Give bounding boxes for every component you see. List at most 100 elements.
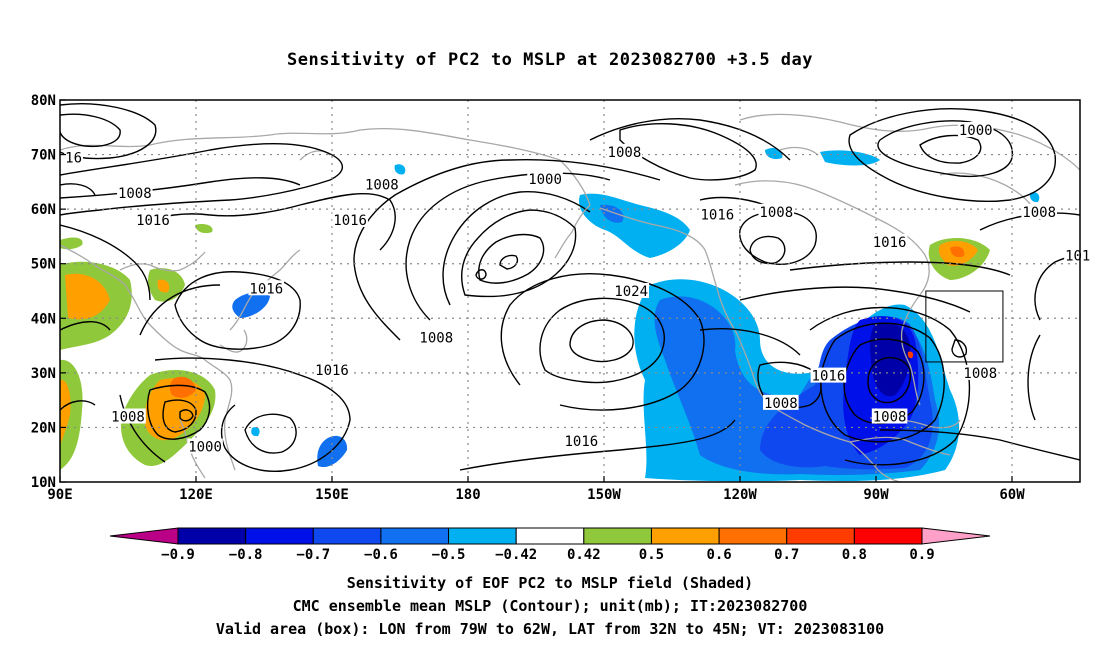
map-title: Sensitivity of PC2 to MSLP at 2023082700… bbox=[286, 50, 813, 70]
lon-label: 60W bbox=[999, 487, 1025, 503]
contour-label: 1024 bbox=[614, 284, 648, 300]
contour-labels: 16 1008 1016 1008 1016 1016 1016 1008 1000 1008 10… bbox=[64, 122, 1092, 456]
colorbar-end-low bbox=[109, 527, 179, 545]
contour-label: 1016 bbox=[873, 235, 907, 251]
colorbar-label: 0.8 bbox=[842, 547, 867, 563]
contour-label: 1008 bbox=[419, 330, 453, 346]
contour-label-bg bbox=[699, 206, 736, 222]
colorbar-label: 0.42 bbox=[567, 547, 601, 563]
contour-label-bg bbox=[187, 438, 223, 454]
lat-label: 80N bbox=[31, 93, 56, 109]
contour-label: 1008 bbox=[759, 205, 793, 221]
colorbar-swatch bbox=[380, 527, 450, 545]
contour-label-bg bbox=[314, 362, 350, 378]
lat-label: 10N bbox=[31, 475, 56, 491]
contour-label-bg bbox=[64, 149, 83, 165]
valid-area-box-group bbox=[925, 290, 1004, 363]
contour-label: 1008 bbox=[608, 145, 642, 161]
contour-label-bg bbox=[117, 184, 153, 200]
contour-label-bg bbox=[364, 176, 400, 192]
colorbar-swatch bbox=[448, 527, 517, 545]
contour-label-bg bbox=[613, 283, 649, 298]
contour-label: 1008 bbox=[963, 366, 997, 382]
colorbar-swatch bbox=[177, 527, 247, 545]
colorbar-label: 0.9 bbox=[909, 547, 934, 563]
contour-label-bg bbox=[527, 171, 563, 187]
colorbar-label: −0.8 bbox=[229, 547, 263, 563]
colorbar-label: 0.6 bbox=[706, 547, 731, 563]
colorbar-swatch bbox=[312, 527, 382, 545]
contour-label-bg bbox=[135, 212, 171, 228]
lat-label: 50N bbox=[31, 257, 56, 273]
contour-label: 1008 bbox=[873, 410, 907, 426]
contour-label: 1000 bbox=[188, 440, 222, 456]
lat-label: 30N bbox=[31, 366, 56, 382]
contour-label-bg bbox=[606, 143, 643, 159]
contour-label-bg bbox=[763, 394, 799, 410]
lat-label: 40N bbox=[31, 311, 56, 327]
contour-label: 1008 bbox=[111, 410, 145, 426]
caption-shading: Sensitivity of EOF PC2 to MSLP field (Sh… bbox=[346, 574, 754, 592]
colorbar-label: −0.5 bbox=[432, 547, 466, 563]
contour-label: 1016 bbox=[249, 281, 283, 297]
contour-label-bg bbox=[758, 203, 795, 219]
colorbar-swatch bbox=[853, 527, 923, 545]
colorbar-swatch bbox=[650, 527, 720, 545]
colorbar-swatch bbox=[718, 527, 788, 545]
contour-label: 101 bbox=[1065, 249, 1090, 265]
graticule bbox=[60, 100, 1080, 482]
lon-label: 90W bbox=[863, 487, 889, 503]
colorbar-label: −0.42 bbox=[495, 547, 537, 563]
contour-label: 1008 bbox=[1022, 205, 1056, 221]
lon-label: 120E bbox=[179, 487, 213, 503]
contour-label: 1016 bbox=[315, 363, 349, 379]
contour-label-bg bbox=[1064, 247, 1092, 263]
contour-label: 1008 bbox=[764, 396, 798, 412]
contour-label-bg bbox=[248, 280, 285, 296]
colorbar-swatch bbox=[515, 527, 585, 545]
colorbar-swatch bbox=[583, 527, 652, 545]
colorbar-swatch bbox=[245, 527, 314, 545]
lon-label: 150E bbox=[315, 487, 349, 503]
colorbar: −0.9 −0.8 −0.7 −0.6 −0.5 −0.42 0.42 0.5 0.6 0.7 0.… bbox=[109, 527, 991, 563]
contour-label-bg bbox=[563, 433, 600, 449]
colorbar-end-high bbox=[921, 527, 991, 545]
contour-label-bg bbox=[810, 367, 847, 383]
lat-label: 70N bbox=[31, 148, 56, 164]
contour-label: 1008 bbox=[365, 178, 399, 194]
lon-label: 180 bbox=[455, 487, 480, 503]
contour-label-bg bbox=[1021, 203, 1057, 219]
colorbar-label: −0.6 bbox=[364, 547, 398, 563]
contour-label: 1000 bbox=[959, 123, 993, 139]
contour-label-bg bbox=[871, 408, 908, 424]
colorbar-label: 0.7 bbox=[774, 547, 799, 563]
contour-label-bg bbox=[962, 364, 999, 380]
contour-label-bg bbox=[957, 122, 994, 138]
contour-label-bg bbox=[110, 408, 146, 424]
valid-area-box bbox=[925, 290, 1004, 363]
colorbar-label: 0.5 bbox=[639, 547, 664, 563]
mslp-contours bbox=[60, 103, 1080, 472]
lon-label: 120W bbox=[723, 487, 757, 503]
lon-label: 90E bbox=[47, 487, 72, 503]
lon-label: 150W bbox=[587, 487, 621, 503]
caption-valid-area: Valid area (box): LON from 79W to 62W, L… bbox=[215, 620, 885, 638]
colorbar-swatch bbox=[786, 527, 855, 545]
contour-label: 1016 bbox=[564, 434, 598, 450]
map-frame bbox=[59, 99, 1081, 483]
contour-label: 1016 bbox=[333, 213, 367, 229]
contour-label: 1000 bbox=[528, 172, 562, 188]
contour-label-bg bbox=[418, 329, 455, 345]
contour-label-bg bbox=[871, 233, 908, 249]
contour-label-bg bbox=[332, 212, 368, 228]
colorbar-label: −0.7 bbox=[296, 547, 330, 563]
contour-label: 16 bbox=[65, 150, 82, 166]
lat-label: 60N bbox=[31, 202, 56, 218]
lat-label: 20N bbox=[31, 420, 56, 436]
contour-label: 1008 bbox=[118, 186, 152, 202]
contour-label: 1016 bbox=[812, 369, 846, 385]
contour-label: 1016 bbox=[700, 208, 734, 224]
caption-contour: CMC ensemble mean MSLP (Contour); unit(m… bbox=[292, 597, 808, 615]
